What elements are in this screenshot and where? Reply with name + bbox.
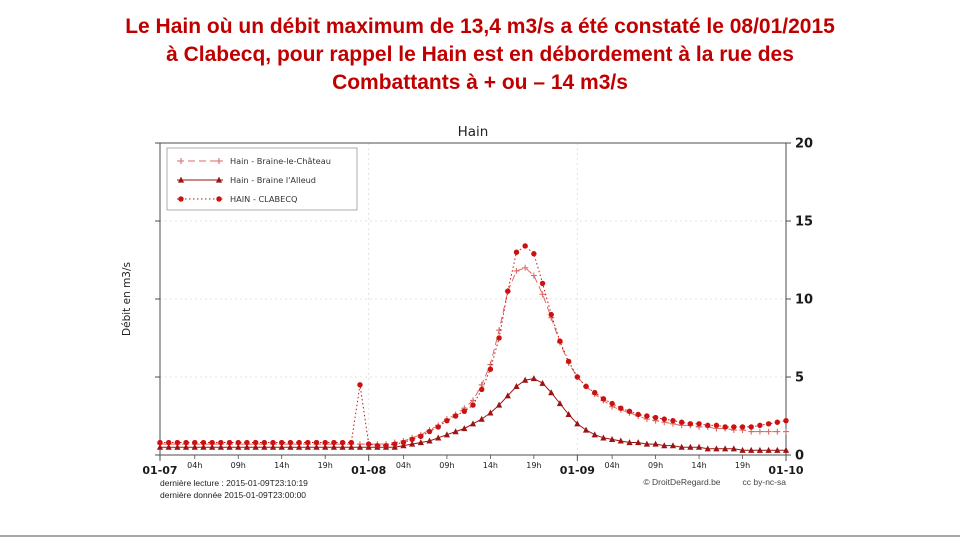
slide-title-line-2: à Clabecq, pour rappel le Hain est en dé… [166,42,794,66]
svg-text:14h: 14h [274,461,289,470]
last-data-text: dernière donnée 2015-01-09T23:00:00 [160,490,307,501]
svg-text:0: 0 [795,449,804,464]
svg-text:Hain: Hain [458,125,489,140]
chart-footer: dernière lecture : 2015-01-09T23:10:19 d… [160,477,786,502]
svg-text:01-09: 01-09 [560,464,595,477]
svg-text:14h: 14h [691,461,706,470]
svg-text:01-10: 01-10 [768,464,804,477]
svg-text:5: 5 [795,371,804,386]
slide-title-line-3: Combattants à + ou – 14 m3/s [332,70,628,94]
chart-footer-right: © DroitDeRegard.be cc by-nc-sa [643,477,786,487]
svg-text:19h: 19h [526,461,541,470]
svg-text:04h: 04h [187,461,202,470]
svg-text:09h: 09h [439,461,454,470]
svg-text:14h: 14h [483,461,498,470]
svg-text:04h: 04h [396,461,411,470]
copyright-text: © DroitDeRegard.be [643,477,721,487]
last-reading-text: dernière lecture : 2015-01-09T23:10:19 [160,478,308,488]
svg-text:Hain - Braine-le-Château: Hain - Braine-le-Château [230,156,331,166]
slide-title-line-1: Le Hain où un débit maximum de 13,4 m3/s… [125,15,835,38]
svg-text:19h: 19h [318,461,333,470]
svg-text:HAIN - CLABECQ: HAIN - CLABECQ [230,194,297,204]
svg-text:04h: 04h [604,461,619,470]
svg-text:Hain - Braine l'Alleud: Hain - Braine l'Alleud [230,175,316,185]
license-text: cc by-nc-sa [742,477,786,487]
chart-area: 0 5 10 15 20 01-07 01-08 01-09 01-10 04h 09h 14h 19h… [118,125,838,525]
slide-bottom-divider [0,535,960,537]
svg-text:09h: 09h [231,461,246,470]
svg-text:01-07: 01-07 [142,464,177,477]
svg-text:20: 20 [795,137,813,152]
chart-footer-left: dernière lecture : 2015-01-09T23:10:19 d… [160,477,308,502]
svg-text:Débit en m3/s: Débit en m3/s [121,262,133,336]
svg-text:10: 10 [795,293,813,308]
svg-text:09h: 09h [648,461,663,470]
svg-text:01-08: 01-08 [351,464,386,477]
svg-text:19h: 19h [735,461,750,470]
hain-chart: 0 5 10 15 20 01-07 01-08 01-09 01-10 04h 09h 14h 19h… [121,125,813,477]
svg-text:15: 15 [795,215,813,230]
slide-title: Le Hain où un débit maximum de 13,4 m3/s… [0,13,960,97]
